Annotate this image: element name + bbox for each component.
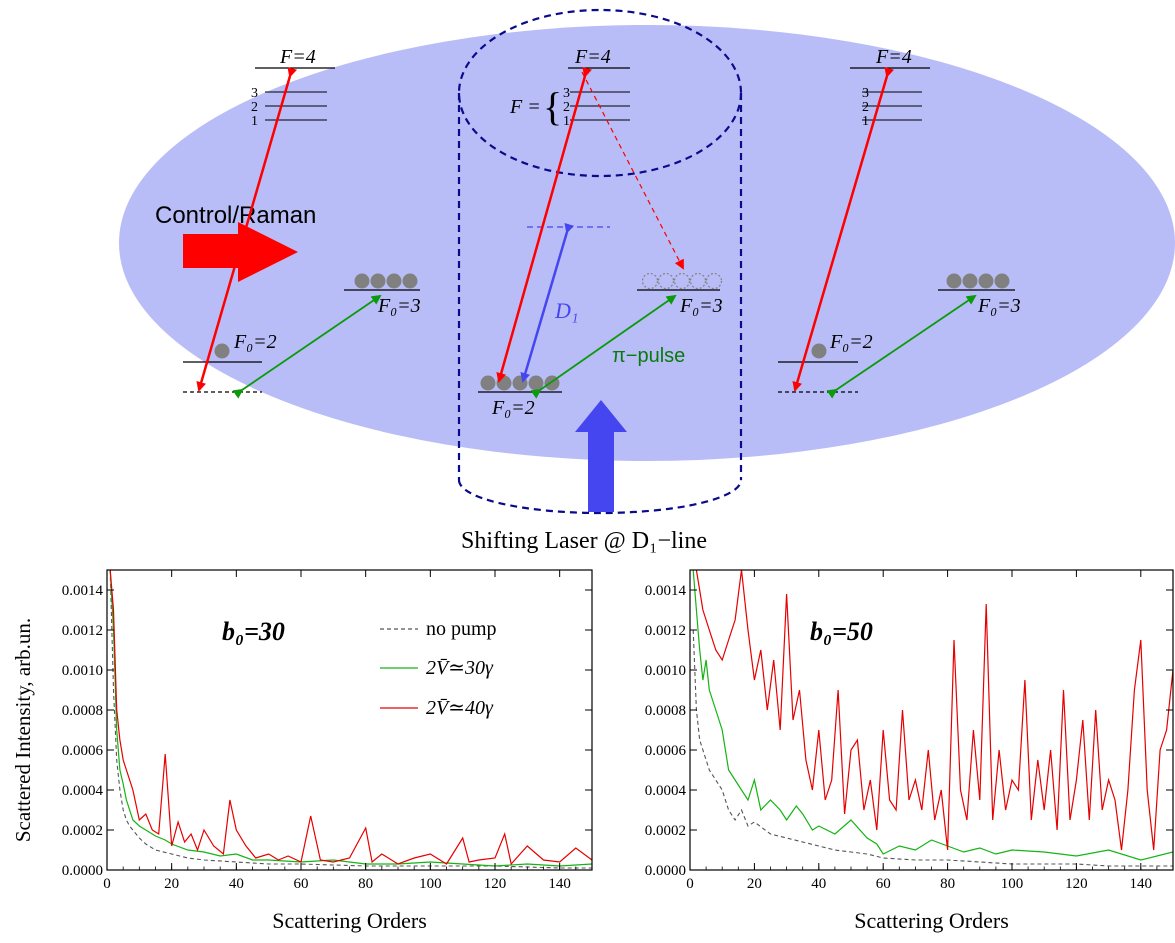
y-tick-label: 0.0006	[645, 743, 687, 759]
y-tick-label: 0.0014	[62, 583, 104, 599]
sublevel-label-1: 1	[251, 114, 258, 129]
sublevel-label-3: 3	[251, 86, 258, 101]
level-label-f0-2: F₀=2	[233, 331, 277, 353]
legend-label: 2V̄≃40γ	[426, 697, 494, 719]
left-level-scheme: F=4 3 2 1 F₀=2 F₀=3	[183, 46, 421, 399]
right-level-scheme: F=4 3 2 1 F₀=2 F₀=3	[778, 46, 1021, 399]
x-tick-label: 100	[1001, 876, 1024, 892]
series-line	[692, 570, 1173, 861]
f-sublevels-label: F =	[509, 96, 541, 118]
level-label-f0-2: F₀=2	[829, 331, 873, 353]
chart-b0-50: 0 20 40 60 80 100 120 140 0.0000 0.0002 0.0004 0.00…	[645, 569, 1174, 933]
sublevel-label-3: 3	[563, 86, 570, 101]
level-label-f4: F=4	[279, 46, 316, 68]
x-tick-label: 60	[294, 876, 309, 892]
sublevel-label-3: 3	[862, 86, 869, 101]
level-label-f4: F=4	[875, 46, 912, 68]
b0-annotation: b₀=50	[810, 617, 873, 646]
x-tick-label: 20	[747, 876, 762, 892]
sublevel-label-2: 2	[251, 100, 258, 115]
x-axis-label: Scattering Orders	[272, 908, 427, 933]
center-level-scheme: F=4 F = { 3 2 1 F₀=2 F₀=3	[478, 46, 723, 419]
y-tick-label: 0.0012	[645, 623, 686, 639]
x-tick-label: 40	[811, 876, 826, 892]
sublevel-label-1: 1	[862, 114, 869, 129]
control-transition-arrow	[792, 66, 895, 392]
x-tick-label: 60	[876, 876, 891, 892]
pi-pulse-label: π−pulse	[612, 345, 685, 367]
x-tick-label: 100	[419, 876, 442, 892]
series-line	[109, 570, 592, 869]
y-axis-label: Scattered Intensity, arb.un.	[11, 618, 35, 842]
control-transition-arrow	[196, 66, 298, 392]
d1-label: D₁	[554, 298, 579, 323]
x-tick-label: 120	[484, 876, 507, 892]
y-tick-label: 0.0004	[62, 783, 104, 799]
control-raman-label: Control/Raman	[155, 202, 316, 229]
x-tick-label: 80	[940, 876, 955, 892]
brace: {	[543, 84, 562, 129]
y-tick-label: 0.0002	[645, 823, 686, 839]
spontaneous-decay-arrow	[581, 71, 684, 270]
level-label-f0-3: F₀=3	[377, 295, 421, 317]
chart-b0-30: 0 20 40 60 80 100 120 140 0.0000 0.0002 0.0004 0.00…	[11, 569, 593, 933]
pi-pulse-arrow	[530, 294, 677, 399]
sublevel-label-1: 1	[563, 114, 570, 129]
level-label-f0-3: F₀=3	[977, 295, 1021, 317]
x-tick-label: 0	[686, 876, 694, 892]
y-tick-label: 0.0000	[645, 863, 686, 879]
legend-label: 2V̄≃30γ	[426, 657, 494, 679]
x-tick-label: 140	[548, 876, 571, 892]
shifting-laser-label: Shifting Laser @ D₁−line	[461, 528, 707, 554]
x-tick-label: 40	[229, 876, 244, 892]
plot-frame	[106, 569, 593, 871]
y-tick-label: 0.0010	[62, 663, 103, 679]
y-tick-label: 0.0008	[645, 703, 686, 719]
series-line	[109, 570, 592, 867]
sublevel-label-2: 2	[563, 100, 570, 115]
series-line	[692, 629, 1173, 867]
plot-frame	[689, 569, 1174, 871]
x-axis-label: Scattering Orders	[854, 908, 1009, 933]
y-tick-label: 0.0008	[62, 703, 103, 719]
level-label-f4: F=4	[574, 46, 611, 68]
y-tick-label: 0.0014	[645, 583, 687, 599]
y-tick-label: 0.0012	[62, 623, 103, 639]
y-tick-label: 0.0010	[645, 663, 686, 679]
series-line	[109, 570, 592, 866]
raman-transition-arrow	[232, 294, 382, 399]
b0-annotation: b₀=30	[222, 617, 285, 646]
x-tick-label: 80	[358, 876, 373, 892]
y-tick-label: 0.0000	[62, 863, 103, 879]
energy-level-diagram: Control/Raman Shifting Laser @ D₁−line F…	[119, 8, 1175, 554]
y-tick-label: 0.0006	[62, 743, 104, 759]
level-label-f0-3: F₀=3	[679, 295, 723, 317]
shifting-laser-arrow	[575, 400, 627, 512]
level-label-f0-2: F₀=2	[491, 397, 535, 419]
x-tick-label: 0	[103, 876, 111, 892]
shift-region-cylinder	[457, 8, 743, 515]
sublevel-label-2: 2	[862, 100, 869, 115]
x-tick-label: 20	[164, 876, 179, 892]
y-tick-label: 0.0004	[645, 783, 687, 799]
raman-transition-arrow	[826, 294, 977, 399]
legend-label: no pump	[426, 618, 497, 640]
x-tick-label: 120	[1065, 876, 1088, 892]
x-tick-label: 140	[1130, 876, 1153, 892]
series-line	[695, 570, 1173, 851]
y-tick-label: 0.0002	[62, 823, 103, 839]
